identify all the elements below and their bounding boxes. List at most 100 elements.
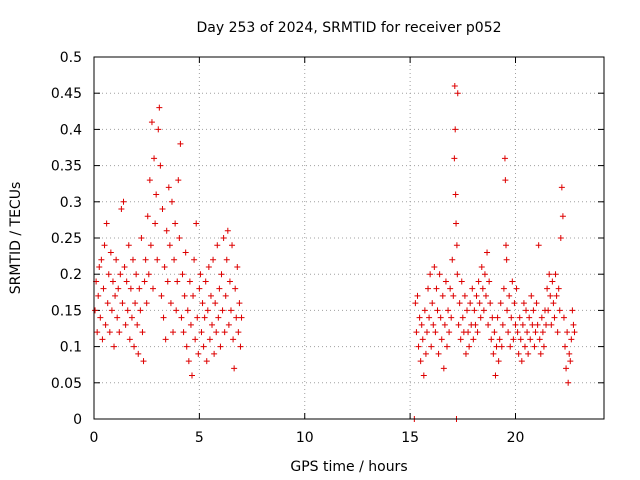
data-point [488, 336, 495, 343]
data-point [537, 350, 544, 357]
data-point [489, 314, 496, 321]
data-point [182, 249, 189, 256]
data-point [178, 314, 185, 321]
data-point [503, 242, 510, 249]
data-point [215, 314, 222, 321]
data-point [454, 90, 461, 97]
data-point [562, 343, 569, 350]
data-point [196, 285, 203, 292]
data-point [471, 307, 478, 314]
data-point [440, 365, 447, 372]
data-point [195, 350, 202, 357]
data-point [143, 300, 150, 307]
data-point [505, 329, 512, 336]
data-point [190, 292, 197, 299]
data-point [492, 372, 499, 379]
data-point [415, 343, 422, 350]
data-point [498, 343, 505, 350]
data-point [188, 372, 195, 379]
data-point [412, 300, 419, 307]
data-point [526, 314, 533, 321]
data-point [530, 307, 537, 314]
data-point [423, 329, 430, 336]
data-point [496, 336, 503, 343]
data-point [121, 263, 128, 270]
data-point [414, 292, 421, 299]
data-point [453, 220, 460, 227]
data-point [513, 285, 520, 292]
data-point [469, 285, 476, 292]
data-point [100, 285, 107, 292]
data-point [181, 292, 188, 299]
data-point [179, 271, 186, 278]
data-point [234, 263, 241, 270]
data-point [168, 198, 175, 205]
data-point [507, 343, 514, 350]
data-point [570, 321, 577, 328]
data-point [99, 336, 106, 343]
data-point [533, 300, 540, 307]
grid-lines [94, 57, 604, 419]
data-point [115, 285, 122, 292]
data-point [101, 242, 108, 249]
data-point [232, 285, 239, 292]
data-point [518, 358, 525, 365]
y-tick-label: 0.2 [60, 267, 82, 283]
data-point [422, 350, 429, 357]
data-point [187, 321, 194, 328]
data-point [435, 350, 442, 357]
data-point [144, 213, 151, 220]
data-point [441, 321, 448, 328]
data-point [535, 242, 542, 249]
data-point [103, 220, 110, 227]
data-point [560, 314, 567, 321]
data-point [175, 177, 182, 184]
data-point [146, 177, 153, 184]
data-point [417, 358, 424, 365]
data-point [104, 300, 111, 307]
y-tick-label: 0.45 [51, 86, 82, 102]
data-point [487, 300, 494, 307]
data-point [474, 329, 481, 336]
data-point [97, 314, 104, 321]
data-point [531, 343, 538, 350]
data-point [184, 307, 191, 314]
data-point [436, 271, 443, 278]
data-point [148, 119, 155, 126]
data-point [211, 350, 218, 357]
data-point [439, 292, 446, 299]
y-tick-label: 0.5 [60, 50, 82, 66]
data-point [544, 285, 551, 292]
data-point [151, 155, 158, 162]
data-point [563, 365, 570, 372]
data-point [225, 321, 232, 328]
data-point [502, 177, 509, 184]
data-point [170, 329, 177, 336]
y-axis-title: SRMTID / TECUs [8, 182, 24, 295]
data-point [433, 285, 440, 292]
data-point [138, 235, 145, 241]
data-point [418, 321, 425, 328]
data-point [477, 314, 484, 321]
x-axis-title: GPS time / hours [290, 459, 407, 475]
data-point [466, 343, 473, 350]
data-point [536, 336, 543, 343]
data-point [214, 242, 221, 249]
data-point [136, 285, 143, 292]
y-tick-label: 0.3 [60, 195, 82, 211]
data-point [451, 82, 458, 89]
data-point [462, 350, 469, 357]
data-point [192, 336, 199, 343]
data-point [464, 307, 471, 314]
data-point [113, 256, 120, 263]
data-point [137, 307, 144, 314]
data-point [152, 220, 159, 227]
data-point [126, 336, 133, 343]
data-point [207, 292, 214, 299]
data-point [105, 271, 112, 278]
data-point [555, 285, 562, 292]
data-point [567, 358, 574, 365]
data-point [494, 314, 501, 321]
data-point [201, 314, 208, 321]
data-point [480, 307, 487, 314]
